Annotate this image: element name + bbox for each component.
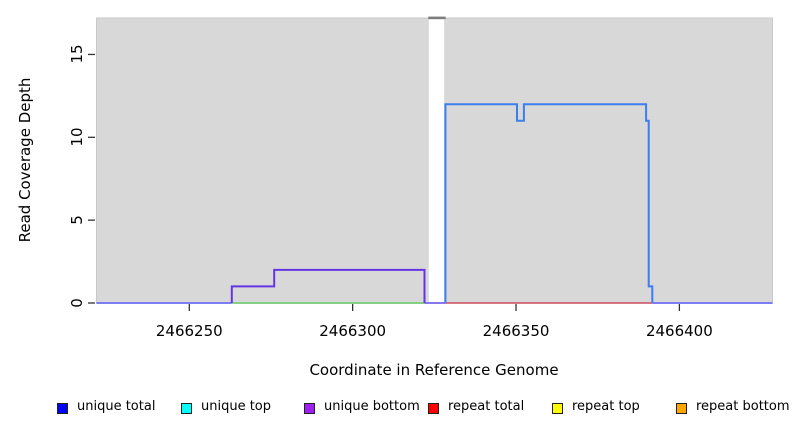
y-axis-title: Read Coverage Depth — [16, 77, 34, 243]
legend-label: repeat top — [572, 399, 640, 414]
legend-swatch-icon — [428, 403, 439, 414]
x-axis-title: Coordinate in Reference Genome — [309, 361, 559, 379]
legend-label: repeat bottom — [696, 399, 790, 414]
y-tick-label: 0 — [68, 298, 86, 308]
series-unique-bottom-steps — [230, 268, 426, 303]
x-tick-label: 2466400 — [645, 322, 713, 340]
legend-label: unique total — [77, 399, 156, 414]
x-tick-label: 2466350 — [482, 322, 550, 340]
legend-label: unique bottom — [324, 399, 420, 414]
legend-swatch-icon — [676, 403, 687, 414]
y-tick-label: 15 — [68, 44, 86, 64]
no-data-band — [428, 19, 445, 303]
legend-label: repeat total — [448, 399, 525, 414]
x-tick-label: 2466250 — [155, 322, 223, 340]
legend-swatch-icon — [304, 403, 315, 414]
series-unique-total-coverage — [444, 103, 654, 303]
legend-swatch-icon — [181, 403, 192, 414]
legend-label: unique top — [201, 399, 272, 414]
x-tick-label: 2466300 — [319, 322, 387, 340]
y-tick-label: 10 — [68, 127, 86, 147]
legend: unique total unique top unique bottom repea… — [0, 398, 792, 424]
y-tick-label: 5 — [68, 215, 86, 225]
no-data-band-cap — [428, 16, 446, 20]
legend-swatch-icon — [57, 403, 68, 414]
legend-swatch-icon — [552, 403, 563, 414]
